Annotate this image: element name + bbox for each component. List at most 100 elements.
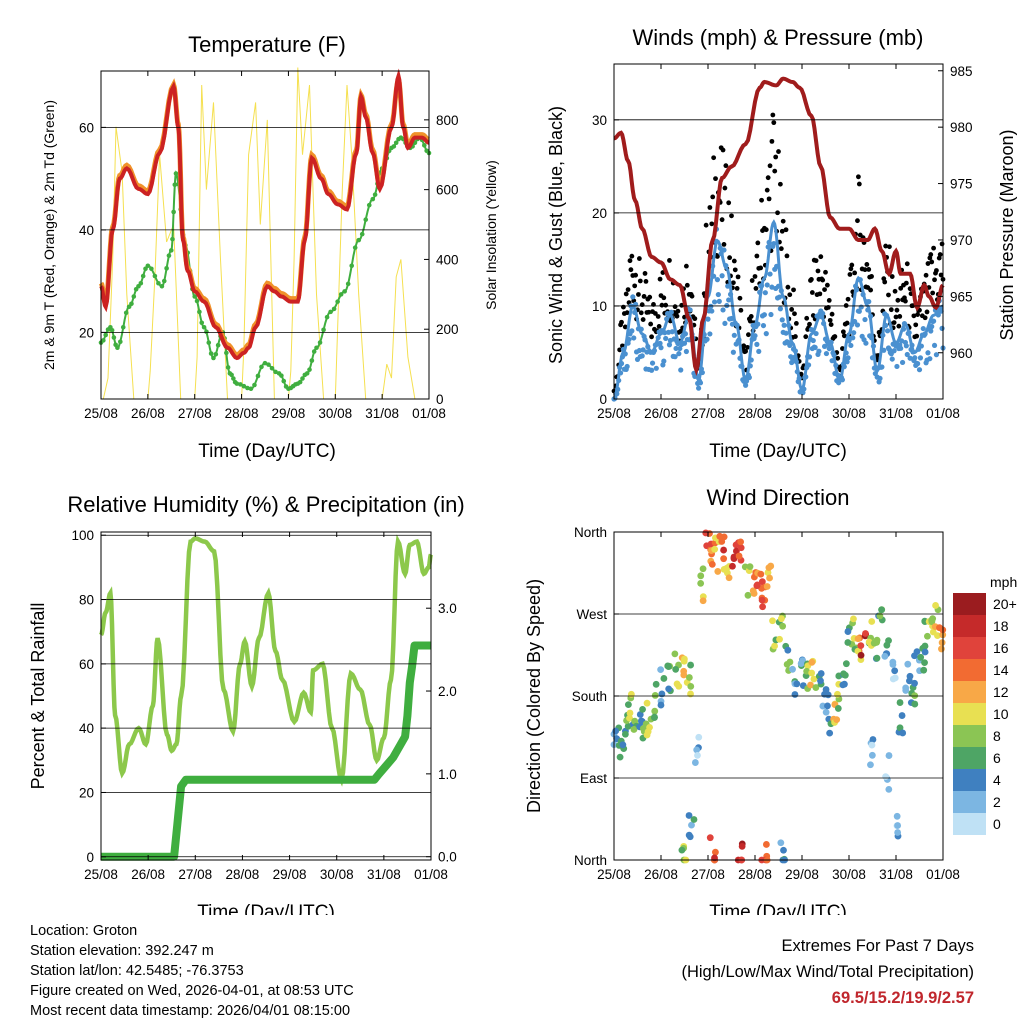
gust-point	[897, 314, 903, 319]
direction-point	[868, 741, 876, 749]
gust-point	[852, 270, 858, 276]
direction-point	[928, 618, 936, 626]
direction-point	[834, 690, 841, 698]
colorbar-tick-label: 8	[993, 728, 1001, 744]
gust-point	[815, 268, 821, 274]
dewpoint-point	[321, 327, 326, 333]
y2-tick-label: 965	[950, 289, 973, 304]
gust-point	[841, 333, 847, 339]
direction-point	[657, 666, 665, 674]
gust-point	[667, 258, 672, 263]
direction-point	[920, 666, 928, 674]
y2-tick-label: 0.0	[438, 850, 457, 865]
gust-point	[684, 282, 690, 288]
wind-point	[683, 348, 689, 355]
extremes-box: Extremes For Past 7 Days (High/Low/Max W…	[681, 933, 974, 1011]
gust-point	[791, 287, 796, 293]
gust-point	[784, 253, 790, 259]
direction-point	[643, 699, 651, 707]
dewpoint-point	[164, 266, 169, 271]
wind-point	[907, 355, 913, 361]
gust-point	[759, 197, 764, 203]
gust-point	[743, 348, 748, 354]
temperature-y2label: Solar Insolation (Yellow)	[483, 160, 499, 310]
direction-point	[824, 702, 831, 710]
gust-point	[683, 263, 689, 269]
direction-point	[934, 632, 941, 640]
wind-point	[669, 329, 675, 335]
y-tick-label: 100	[71, 528, 94, 543]
wind-point	[760, 322, 767, 329]
gust-point	[771, 120, 777, 126]
x-tick-label: 31/08	[879, 867, 913, 882]
x-tick-label: 30/08	[832, 867, 866, 882]
gust-point	[655, 314, 661, 319]
direction-point	[630, 726, 638, 733]
direction-point	[639, 705, 646, 713]
temperature-panel: Temperature (F) 25/08 26/08 27/08 28/08 29/0…	[41, 32, 499, 462]
dewpoint-point	[366, 202, 372, 208]
gust-point	[672, 304, 678, 310]
gust-point	[915, 312, 921, 317]
wind-point	[629, 328, 635, 334]
direction-point	[652, 680, 660, 688]
dewpoint-point	[224, 350, 229, 356]
x-tick-label: 25/08	[84, 406, 118, 421]
wind-point	[891, 348, 897, 354]
humidity-line	[99, 534, 434, 787]
wind-point	[904, 351, 910, 358]
gust-point	[730, 280, 736, 286]
direction-point	[691, 759, 699, 766]
gust-point	[741, 343, 747, 349]
y-tick-label: 40	[79, 721, 94, 736]
wind-point	[649, 360, 656, 366]
gust-point	[721, 241, 727, 247]
gust-point	[845, 296, 851, 302]
y2-tick-label: 970	[950, 233, 973, 248]
wind-point	[743, 382, 749, 388]
direction-point	[870, 639, 878, 647]
direction-point	[938, 639, 946, 647]
gust-point	[649, 334, 654, 340]
gust-point	[896, 323, 902, 329]
gust-point	[769, 138, 775, 144]
wind-point	[787, 342, 793, 349]
y2-tick-label: 3.0	[438, 601, 457, 616]
wind-point	[781, 322, 787, 328]
direction-point	[938, 645, 945, 653]
pressure-line	[613, 76, 945, 376]
direction-point	[894, 829, 902, 836]
direction-point	[702, 529, 710, 537]
direction-point	[643, 731, 651, 739]
wind-point	[705, 316, 711, 322]
colorbar-tick-label: 18	[993, 618, 1009, 634]
x-tick-label: 26/08	[644, 867, 678, 882]
colorbar-tick-label: 0	[993, 816, 1001, 832]
x-tick-label: 25/08	[84, 867, 118, 882]
dewpoint-point	[109, 327, 115, 333]
gust-point	[692, 316, 698, 322]
wind-point	[931, 342, 938, 349]
x-tick-label: 01/08	[926, 406, 960, 421]
gust-point	[766, 196, 772, 202]
y2-tick-label: 200	[436, 322, 459, 337]
location-text: Location: Groton	[30, 923, 138, 939]
wind-point	[862, 316, 868, 323]
wind-point	[726, 297, 732, 303]
dewpoint-point	[234, 381, 240, 386]
direction-point	[911, 679, 918, 687]
direction-point	[817, 670, 825, 677]
gust-point	[807, 321, 812, 327]
y-tick-label: 20	[592, 206, 607, 221]
direction-point	[685, 674, 693, 681]
direction-point	[725, 574, 733, 582]
gust-point	[792, 311, 797, 317]
gust-point	[723, 163, 729, 169]
direction-point	[757, 570, 765, 578]
y-tick-label: 20	[79, 785, 94, 800]
direction-point	[841, 680, 848, 688]
wind-point	[903, 343, 909, 349]
extremes-subtitle: (High/Low/Max Wind/Total Precipitation)	[681, 963, 974, 981]
x-tick-label: 30/08	[832, 406, 866, 421]
created-text: Figure created on Wed, 2026-04-01, at 08…	[30, 983, 354, 999]
